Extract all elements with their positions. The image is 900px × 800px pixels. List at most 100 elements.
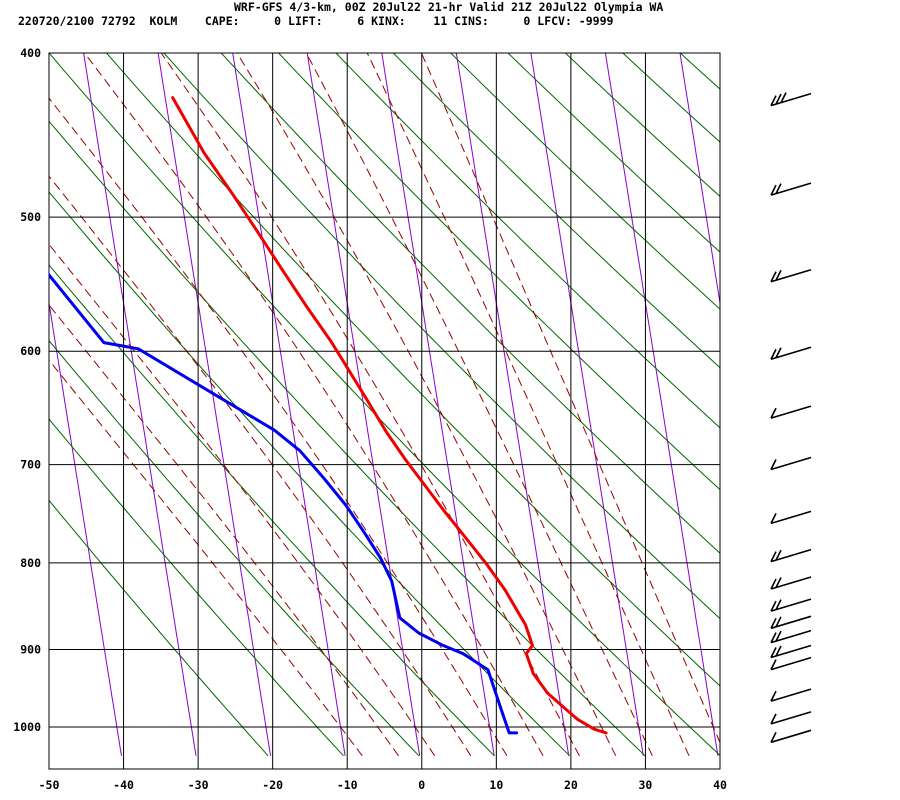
barb-flag	[770, 647, 777, 658]
x-tick-label: 40	[713, 778, 727, 792]
barb-flag	[770, 459, 777, 470]
wind-barb	[770, 615, 812, 630]
dry-adiabat-line	[507, 53, 720, 253]
moist-adiabat-line	[84, 53, 544, 757]
barb-flag	[770, 731, 777, 743]
y-tick-label: 700	[20, 458, 41, 472]
wind-barb	[770, 92, 812, 107]
sounding-profiles	[49, 96, 608, 735]
chart-title: WRF-GFS 4/3-km, 00Z 20Jul22 21-hr Valid …	[234, 0, 664, 14]
dry-adiabat-line	[335, 53, 720, 429]
barb-flag	[770, 617, 777, 629]
x-tick-label: 30	[639, 778, 653, 792]
barb-flag	[775, 577, 782, 588]
isotherm-line	[306, 53, 421, 756]
barb-staff	[770, 92, 812, 107]
wind-barb	[770, 548, 812, 563]
wind-barb	[770, 644, 812, 659]
plot-frame	[48, 52, 721, 770]
y-tick-label: 800	[20, 556, 41, 570]
x-tick-label: -50	[39, 778, 60, 792]
dry-adiabat-line	[679, 53, 720, 90]
wind-barb	[770, 629, 812, 644]
barb-flag	[780, 92, 787, 103]
isotherm-line	[604, 53, 719, 756]
dry-adiabat-line	[392, 53, 720, 369]
dry-adiabat-line	[106, 53, 720, 687]
isotherm-line	[232, 53, 346, 756]
barb-staff	[770, 629, 812, 644]
barb-staff	[770, 510, 812, 525]
barb-staff	[770, 268, 812, 283]
barb-staff	[770, 615, 812, 630]
barb-flag	[770, 578, 777, 590]
moist-adiabat-line	[49, 175, 472, 757]
y-tick-label: 1000	[13, 720, 41, 734]
barb-flag	[770, 551, 777, 562]
isotherm-line	[679, 53, 720, 307]
wind-barb	[770, 182, 812, 196]
barb-staff	[770, 656, 812, 671]
barb-flag	[775, 616, 782, 628]
wind-barb	[770, 576, 812, 590]
wind-barb	[770, 688, 812, 702]
background-lines	[49, 53, 867, 757]
x-tick-label: -10	[337, 778, 358, 792]
barb-flag	[775, 347, 782, 359]
moist-adiabat-line	[49, 359, 363, 757]
x-tick-label: -30	[188, 778, 209, 792]
moist-adiabat-line	[49, 97, 508, 757]
barb-flag	[775, 269, 782, 281]
dry-adiabat-line	[163, 53, 720, 620]
barb-flag	[775, 645, 782, 657]
isotherm-line	[755, 53, 867, 756]
barb-staff	[770, 729, 812, 744]
barb-flag	[770, 407, 777, 419]
barb-flag	[770, 600, 777, 612]
dry-adiabat-line	[49, 339, 420, 757]
barb-flag	[770, 632, 777, 643]
wind-barb	[770, 510, 812, 525]
wind-barb	[770, 711, 812, 725]
barb-staff	[770, 456, 812, 471]
barb-flag	[775, 630, 782, 642]
sounding-indices: 220720/2100 72792 KOLM CAPE: 0 LIFT: 6 K…	[18, 14, 614, 28]
x-tick-label: -20	[262, 778, 283, 792]
y-tick-label: 400	[20, 46, 41, 60]
moist-adiabat-line	[420, 53, 720, 744]
barb-staff	[770, 346, 812, 361]
moist-adiabat-line	[366, 53, 690, 757]
wind-barb	[770, 656, 812, 671]
barb-flag	[770, 659, 777, 671]
dry-adiabat-line	[450, 53, 720, 310]
isotherm-line	[530, 53, 644, 756]
barb-flag	[775, 599, 782, 610]
moist-adiabat-line	[160, 53, 580, 757]
temperature-profile	[171, 96, 608, 735]
wind-barb	[770, 729, 812, 744]
isotherm-line	[455, 53, 570, 756]
x-tick-label: 0	[418, 778, 425, 792]
dry-adiabat-line	[565, 53, 720, 198]
barb-staff	[770, 644, 812, 659]
y-tick-label: 500	[20, 210, 41, 224]
grid	[48, 52, 721, 770]
dewpoint-profile	[49, 263, 519, 735]
moist-adiabat-line	[305, 53, 653, 757]
barb-flag	[770, 690, 777, 702]
barb-staff	[770, 405, 812, 419]
isotherm-line	[83, 53, 197, 756]
dry-adiabat-line	[49, 53, 720, 757]
wind-barb	[770, 346, 812, 361]
isotherm-line	[157, 53, 272, 756]
x-tick-label: 20	[564, 778, 578, 792]
barb-staff	[770, 548, 812, 563]
x-tick-label: 10	[489, 778, 503, 792]
barb-flag	[775, 93, 782, 105]
dry-adiabat-line	[49, 120, 646, 757]
barb-flag	[775, 183, 782, 194]
wind-barb	[770, 598, 812, 612]
dry-adiabat-line	[278, 53, 720, 491]
dry-adiabat-line	[622, 53, 720, 143]
barb-staff	[770, 598, 812, 612]
